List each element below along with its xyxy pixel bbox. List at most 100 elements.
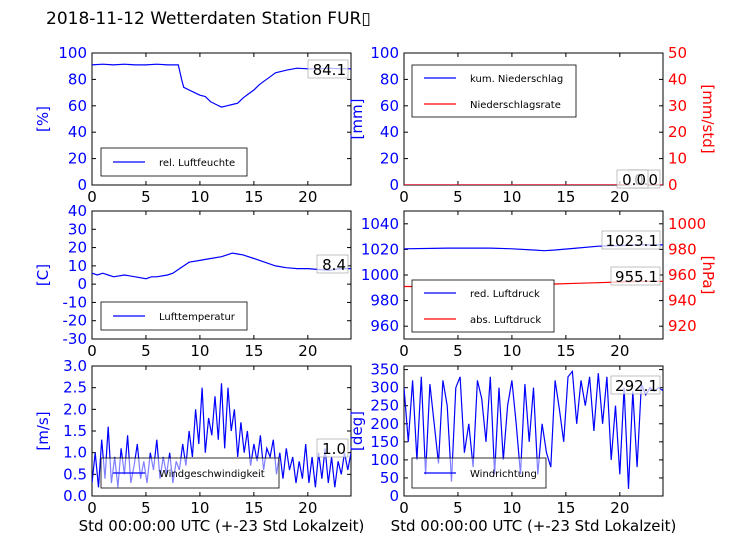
x-tick-label: 5 — [453, 499, 463, 517]
y-tick-label: 150 — [370, 433, 399, 451]
x-tick-label: 15 — [244, 342, 263, 360]
x-tick-label: 15 — [556, 499, 575, 517]
y-tick-label: 60 — [380, 97, 399, 115]
y-tick-label: 60 — [68, 97, 87, 115]
y-tick-label: -10 — [63, 293, 88, 311]
plot-frame — [91, 52, 352, 186]
legend-entry: kum. Niederschlag — [470, 74, 563, 85]
y2-tick-label: 980 — [668, 240, 697, 258]
x-tick-label: 10 — [190, 342, 209, 360]
y-tick-label: 1040 — [361, 215, 399, 233]
x-tick-label: 10 — [502, 342, 521, 360]
y2-tick-label: 10 — [668, 150, 687, 168]
y-tick-label: 1020 — [361, 240, 399, 258]
y-tick-label: 80 — [68, 70, 87, 88]
y-axis-label: [m/s] — [34, 411, 52, 450]
legend-entry: Lufttemperatur — [159, 312, 236, 323]
value-label-box — [610, 266, 661, 286]
y-tick-label: 0 — [77, 275, 87, 293]
y-tick-label: 250 — [370, 397, 399, 415]
x-tick-label: 0 — [399, 499, 409, 517]
x-tick-label: 20 — [610, 342, 629, 360]
y-tick-label: 20 — [380, 150, 399, 168]
y2-tick-label: 50 — [668, 44, 687, 62]
y-tick-label: 0 — [389, 176, 399, 194]
page-title: 2018-11-12 Wetterdaten Station FUR▯ — [46, 9, 371, 29]
x-tick-label: 20 — [298, 188, 317, 206]
y-axis-label: [deg] — [348, 411, 366, 451]
y-tick-label: 40 — [68, 123, 87, 141]
series-line-windrichtung — [404, 369, 663, 489]
value-label: 8.4 — [322, 256, 346, 274]
y2-tick-label: 1000 — [668, 215, 706, 233]
legend-entry: Windrichtung — [470, 469, 537, 480]
y-tick-label: 100 — [370, 44, 399, 62]
x-tick-label: 5 — [453, 188, 463, 206]
y2-tick-label: 920 — [668, 317, 697, 335]
x-tick-label: 0 — [399, 188, 409, 206]
value-label: 84.1 — [313, 61, 346, 79]
y-tick-label: 2.5 — [63, 379, 87, 397]
legend-entry: rel. Luftfeuchte — [159, 158, 235, 169]
y-tick-label: 1.5 — [63, 422, 87, 440]
value-label: 0.0 — [622, 171, 646, 189]
x-tick-label: 15 — [244, 188, 263, 206]
value-label-box — [307, 59, 349, 79]
y2-axis-label: [hPa] — [699, 256, 717, 295]
chart-panel-humidity: 0 5 10 15 20 0 20 40 60 80 100 [%] rel. Luftfeuchte 8… — [34, 44, 352, 206]
x-tick-label: 5 — [141, 188, 151, 206]
y-tick-label: 10 — [68, 257, 87, 275]
y2-tick-label: 40 — [668, 70, 687, 88]
value-label-box — [610, 375, 661, 395]
y-tick-label: 1.0 — [63, 444, 87, 462]
x-tick-label: 10 — [190, 188, 209, 206]
legend-entry: Windgeschwindigkeit — [159, 469, 265, 480]
y-tick-label: 20 — [68, 239, 87, 257]
value-label: 1.0 — [322, 440, 346, 458]
legend-entry: red. Luftdruck — [470, 289, 540, 300]
y-tick-label: 0.5 — [63, 465, 87, 483]
y-tick-label: -20 — [63, 312, 88, 330]
y-axis-label: [%] — [34, 106, 52, 132]
y-axis-label: [mm] — [348, 99, 366, 140]
y-tick-label: 350 — [370, 361, 399, 379]
x-tick-label: 0 — [87, 188, 97, 206]
x-axis-label: Std 00:00:00 UTC (+-23 Std Lokalzeit) — [79, 517, 365, 535]
y-tick-label: 30 — [68, 220, 87, 238]
y-axis-label: [C] — [34, 264, 52, 286]
x-tick-label: 5 — [453, 342, 463, 360]
plot-frame — [403, 365, 664, 497]
y-tick-label: 1000 — [361, 266, 399, 284]
value-label-box — [601, 230, 661, 250]
x-axis-label: Std 00:00:00 UTC (+-23 Std Lokalzeit) — [391, 517, 677, 535]
y-tick-label: 20 — [68, 150, 87, 168]
y-tick-label: 0 — [77, 176, 87, 194]
y-tick-label: 0.0 — [63, 487, 87, 505]
value-label-box — [316, 438, 349, 458]
y-tick-label: -30 — [63, 330, 88, 348]
x-tick-label: 10 — [502, 499, 521, 517]
series-line-rel-luftfeuchte — [92, 63, 351, 108]
chart-panel-precip: 0 5 10 15 20 0 20 40 60 80 100 0 10 20 30 40 50 [mm] [mm/s… — [348, 44, 717, 206]
x-tick-label: 10 — [502, 188, 521, 206]
x-tick-label: 0 — [399, 342, 409, 360]
y-tick-label: 100 — [58, 44, 87, 62]
y-tick-label: 40 — [68, 202, 87, 220]
y-tick-label: 980 — [370, 292, 399, 310]
chart-panel-temperature: 0 5 10 15 20-30-20-10010203040[C]Lufttempera… — [34, 202, 352, 360]
x-tick-label: 15 — [244, 499, 263, 517]
plot-frame — [91, 210, 352, 340]
x-tick-label: 10 — [190, 499, 209, 517]
value-label-box — [616, 169, 649, 189]
y-tick-label: 200 — [370, 415, 399, 433]
y2-tick-label: 940 — [668, 292, 697, 310]
x-tick-label: 20 — [298, 342, 317, 360]
y-tick-label: 50 — [380, 469, 399, 487]
x-tick-label: 15 — [556, 342, 575, 360]
y-tick-label: 100 — [370, 451, 399, 469]
y-tick-label: 300 — [370, 379, 399, 397]
legend-entry: abs. Luftdruck — [470, 315, 541, 326]
legend-box — [411, 279, 555, 333]
